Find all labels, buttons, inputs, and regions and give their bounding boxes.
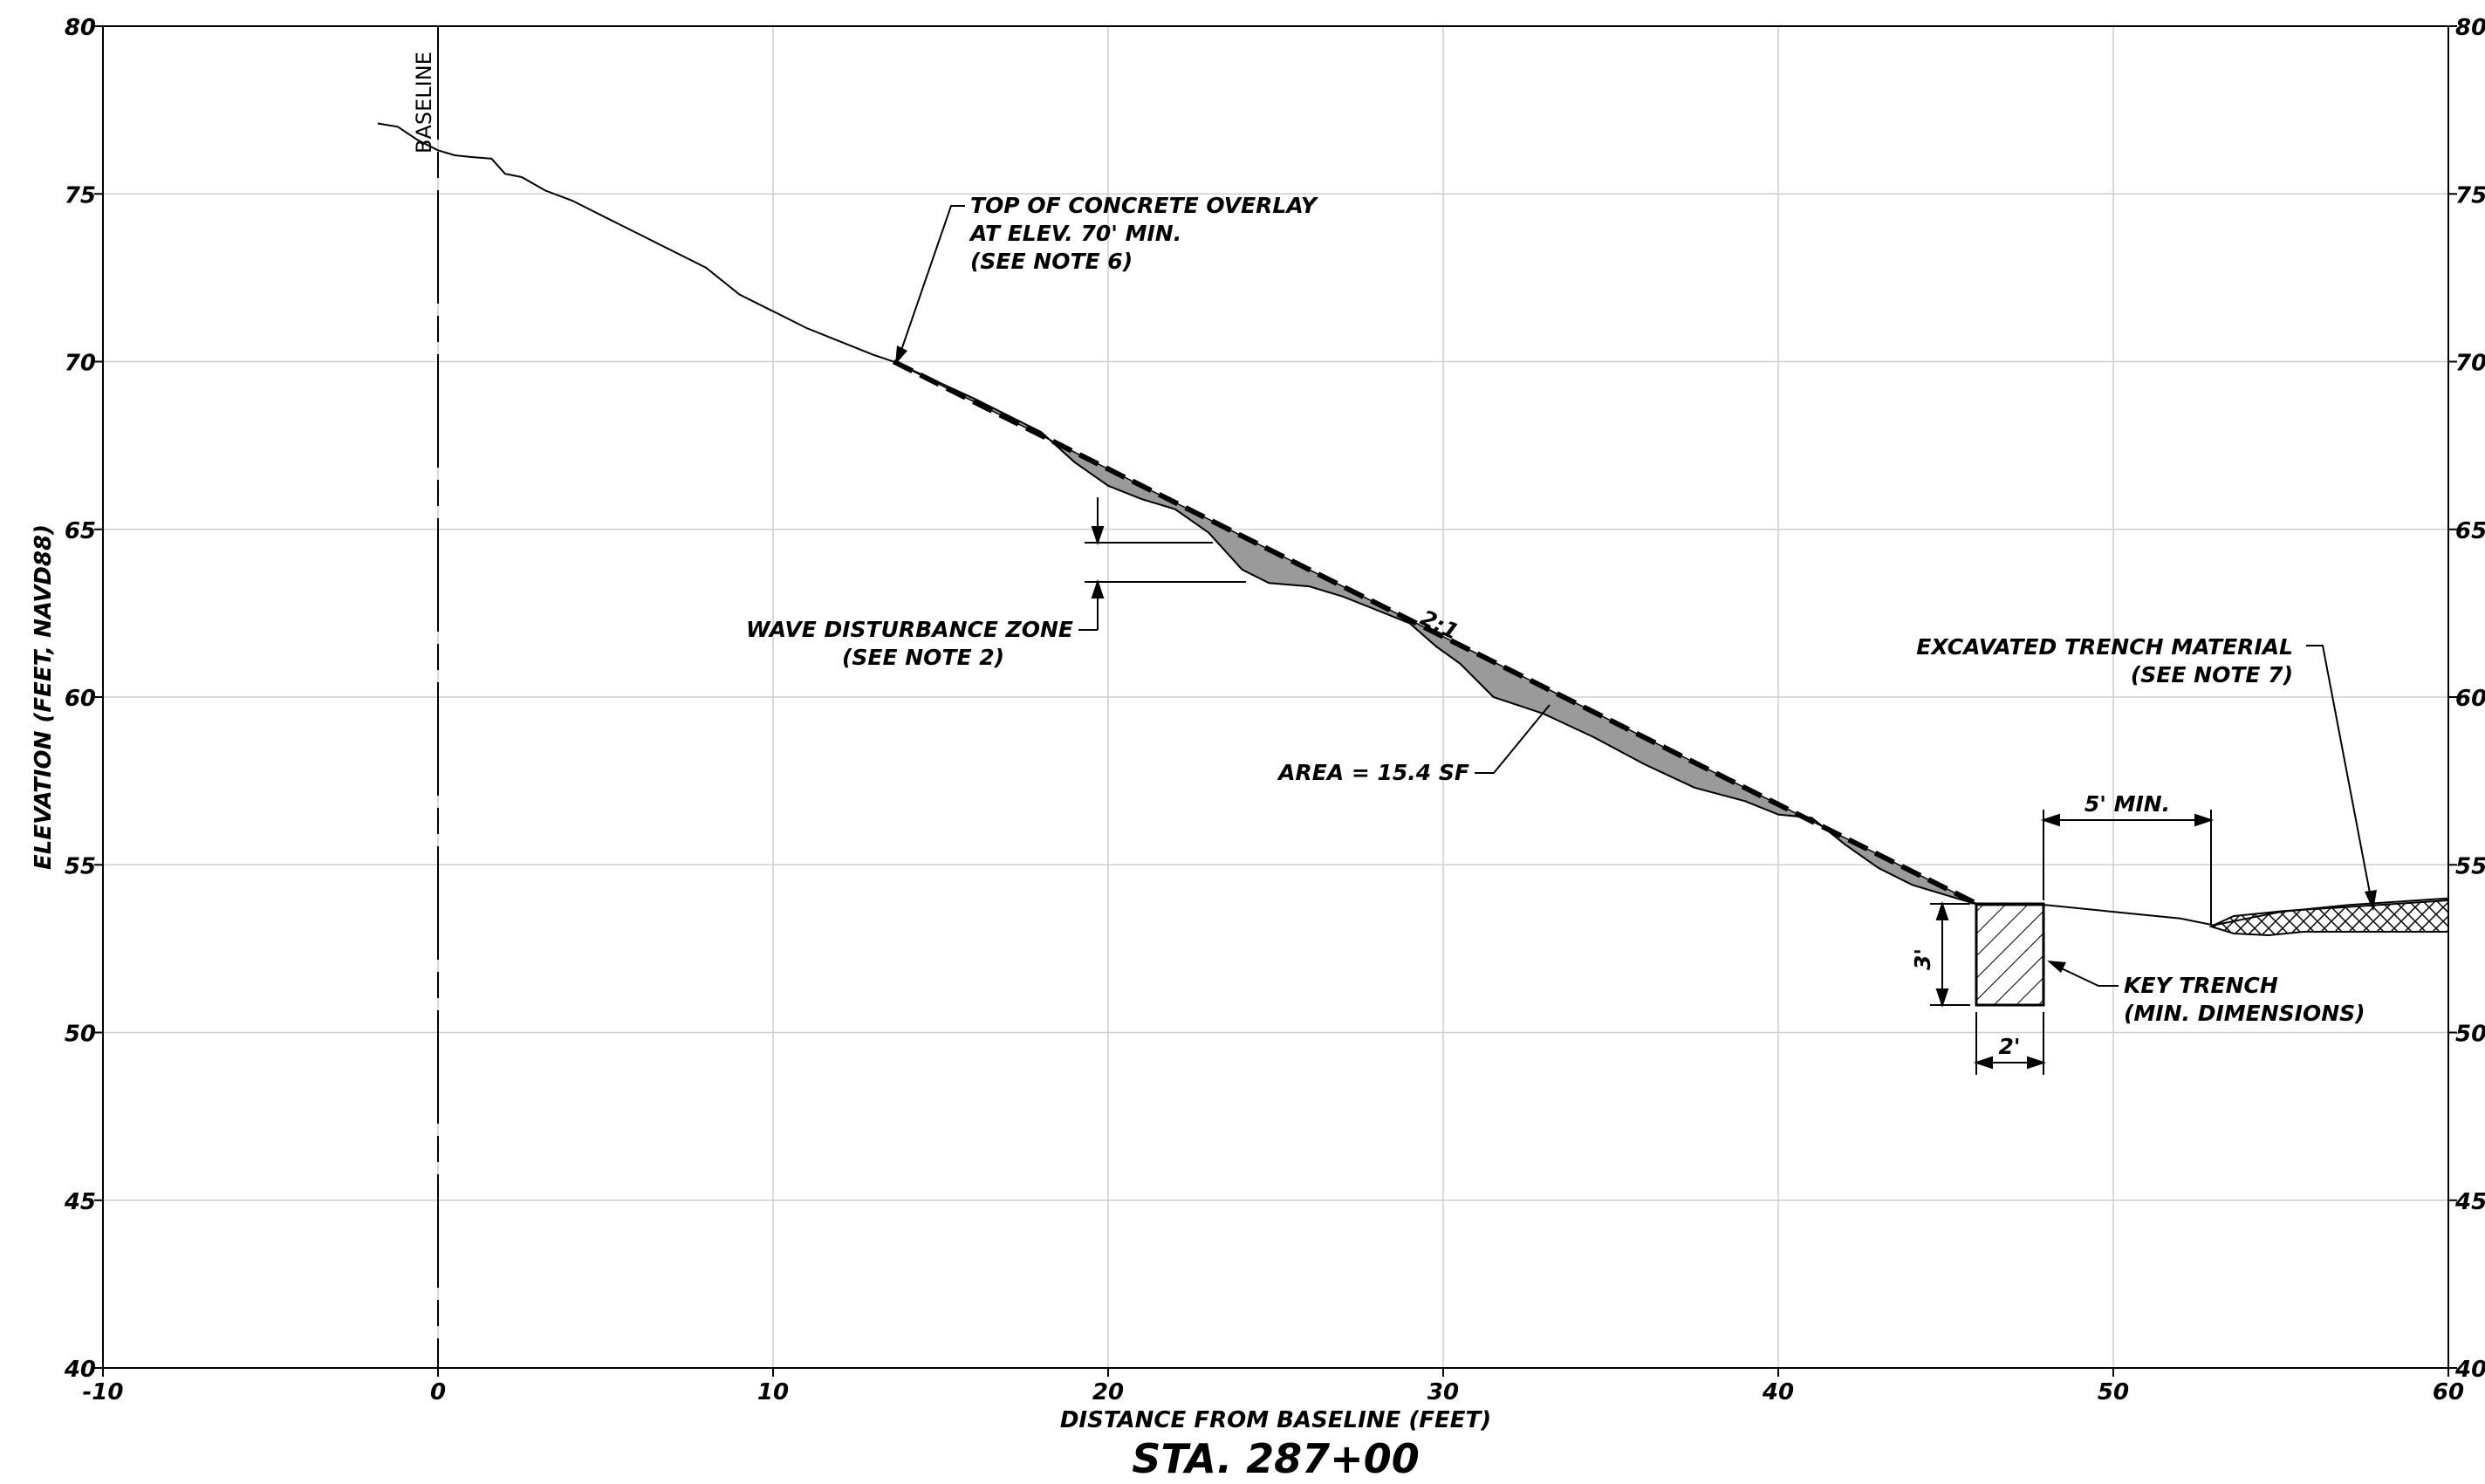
- y-tick-label-left: 80: [65, 15, 96, 41]
- key-trench-arrowhead: [2047, 961, 2066, 973]
- area-label: AREA = 15.4 SF: [1277, 760, 1469, 785]
- key-trench-note-line1: KEY TRENCH: [2124, 973, 2278, 998]
- x-tick-label: 30: [1427, 1379, 1459, 1405]
- y-tick-label-right: 55: [2455, 853, 2485, 879]
- dimension-3ft: [1930, 900, 1970, 1009]
- y-tick-label-right: 60: [2455, 686, 2485, 712]
- excavated-trench-material: [2208, 899, 2449, 937]
- dim-2ft-label: 2': [1998, 1034, 2020, 1059]
- y-tick-label-left: 65: [65, 518, 96, 544]
- wave-zone-note-line2: (SEE NOTE 2): [842, 645, 1004, 670]
- slope-2to1-line: [892, 359, 1977, 906]
- excavated-note-line2: (SEE NOTE 7): [2131, 662, 2293, 687]
- y-tick-label-left: 50: [65, 1022, 96, 1048]
- key-trench-note-line2: (MIN. DIMENSIONS): [2124, 1001, 2365, 1026]
- baseline-label: BASELINE: [412, 51, 436, 154]
- y-tick-label-right: 65: [2455, 518, 2485, 544]
- x-tick-label: -10: [83, 1379, 124, 1405]
- overlay-note-line1: TOP OF CONCRETE OVERLAY: [970, 193, 1319, 218]
- grid-lines: [103, 26, 2448, 1368]
- y-tick-label-right: 45: [2454, 1189, 2485, 1215]
- x-tick-label: 40: [1762, 1379, 1794, 1405]
- wave-zone-note-line1: WAVE DISTURBANCE ZONE: [746, 617, 1073, 642]
- y-tick-label-right: 50: [2455, 1022, 2485, 1048]
- y-tick-label-right: 40: [2454, 1357, 2485, 1383]
- y-tick-label-left: 40: [64, 1357, 96, 1383]
- x-tick-label: 60: [2433, 1379, 2464, 1405]
- y-tick-label-left: 75: [65, 182, 96, 209]
- y-tick-label-left: 45: [64, 1189, 96, 1215]
- y-tick-label-left: 70: [65, 351, 96, 377]
- y-tick-label-right: 70: [2455, 351, 2485, 377]
- slope-label: 2:1: [1416, 605, 1462, 645]
- wave-zone-dimension: [1078, 497, 1246, 631]
- dim-5ft-min-label: 5' MIN.: [2085, 791, 2170, 817]
- y-axis-label: ELEVATION (FEET, NAVD88): [31, 524, 57, 870]
- y-tick-label-left: 60: [65, 686, 96, 712]
- dimension-2ft: [1973, 1012, 2047, 1075]
- dimension-5ft-min: [2040, 810, 2215, 925]
- excavated-note-line1: EXCAVATED TRENCH MATERIAL: [1916, 634, 2293, 660]
- ground-profile-line: [377, 122, 2449, 927]
- x-tick-label: 50: [2098, 1379, 2129, 1405]
- overlay-note-line3: (SEE NOTE 6): [970, 249, 1133, 274]
- axis-ticks: -10 0 10 20 30 40 50 60 80 80 75 75 70 70 65 65 60 60 55 55…: [64, 15, 2485, 1405]
- x-tick-label: 10: [757, 1379, 789, 1405]
- overlay-note-line2: AT ELEV. 70' MIN.: [969, 221, 1181, 246]
- x-tick-label: 0: [430, 1379, 446, 1405]
- overlay-arrowhead: [895, 345, 907, 365]
- dim-3ft-label: 3': [1910, 948, 1935, 970]
- station-title: STA. 287+00: [1132, 1435, 1419, 1480]
- key-trench: [1975, 902, 2045, 1007]
- y-tick-label-right: 80: [2455, 15, 2485, 41]
- x-tick-label: 20: [1092, 1379, 1124, 1405]
- x-axis-label: DISTANCE FROM BASELINE (FEET): [1060, 1407, 1491, 1433]
- leader-lines: [898, 205, 2372, 987]
- y-tick-label-right: 75: [2455, 182, 2485, 209]
- y-tick-label-left: 55: [65, 853, 96, 879]
- excavated-arrowhead: [2365, 890, 2377, 911]
